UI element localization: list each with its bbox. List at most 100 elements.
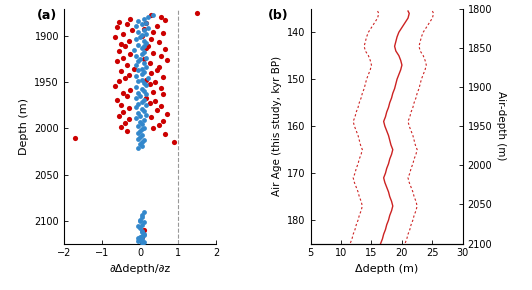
Point	[155, 64, 163, 69]
Point	[134, 79, 143, 84]
Point	[142, 41, 150, 45]
Point	[132, 105, 140, 110]
Point	[138, 99, 146, 104]
Point	[134, 236, 143, 240]
Point	[126, 52, 135, 56]
Point	[138, 240, 146, 245]
Point	[138, 215, 146, 219]
Point	[138, 223, 146, 227]
Point	[138, 213, 146, 218]
Point	[134, 238, 143, 243]
X-axis label: ∂Δdepth/∂z: ∂Δdepth/∂z	[110, 264, 171, 274]
Point	[136, 129, 144, 133]
Point	[145, 100, 154, 105]
Point	[162, 111, 171, 116]
Point	[143, 26, 152, 30]
Point	[124, 73, 133, 77]
Point	[111, 35, 120, 39]
Point	[136, 235, 144, 240]
Point	[111, 84, 120, 88]
Point	[130, 48, 138, 52]
Point	[139, 88, 148, 93]
Point	[151, 99, 160, 103]
Point	[161, 17, 169, 22]
Point	[142, 92, 150, 97]
Point	[122, 22, 131, 27]
Point	[147, 37, 156, 41]
Point	[159, 119, 167, 124]
Point	[124, 117, 133, 122]
Point	[113, 59, 121, 64]
Y-axis label: Depth (m): Depth (m)	[19, 98, 29, 155]
Point	[117, 41, 125, 46]
Point	[153, 24, 161, 28]
Point	[149, 13, 157, 17]
Point	[117, 124, 125, 129]
Point	[134, 42, 143, 47]
Point	[138, 46, 146, 51]
Point	[138, 140, 146, 145]
Point	[136, 135, 144, 139]
Point	[119, 91, 127, 96]
Point	[122, 94, 131, 99]
Point	[193, 11, 201, 16]
Point	[115, 113, 123, 118]
Point	[113, 97, 121, 102]
Point	[145, 82, 154, 86]
Y-axis label: Air-depth (m): Air-depth (m)	[496, 91, 506, 161]
Point	[156, 86, 165, 90]
Point	[134, 59, 143, 64]
Point	[149, 89, 157, 94]
Point	[142, 20, 150, 25]
Point	[132, 85, 140, 89]
Point	[132, 37, 140, 41]
Point	[115, 78, 123, 83]
Point	[156, 53, 165, 58]
Point	[138, 34, 146, 39]
Point	[156, 104, 165, 109]
Point	[143, 75, 152, 80]
Point	[115, 49, 123, 53]
Point	[156, 15, 165, 19]
Point	[134, 110, 143, 115]
Point	[170, 140, 179, 145]
Point	[119, 32, 127, 37]
Point	[138, 52, 146, 56]
Point	[136, 142, 144, 146]
Point	[139, 50, 148, 54]
Point	[126, 17, 135, 21]
Y-axis label: Air Age (this study, kyr BP): Air Age (this study, kyr BP)	[272, 56, 281, 196]
Point	[139, 70, 148, 75]
Point	[134, 224, 143, 229]
Point	[138, 127, 146, 132]
Point	[138, 122, 146, 126]
Point	[138, 22, 146, 27]
Point	[139, 232, 148, 237]
Point	[134, 29, 143, 34]
Point	[142, 31, 150, 36]
Point	[136, 226, 144, 230]
Point	[136, 217, 144, 222]
Point	[138, 229, 146, 233]
Point	[132, 74, 140, 78]
Point	[142, 96, 150, 100]
Point	[121, 121, 129, 125]
Point	[159, 30, 167, 35]
Point	[139, 220, 148, 225]
Point	[119, 55, 127, 60]
Point	[147, 115, 156, 120]
Point	[136, 219, 144, 224]
Point	[143, 43, 152, 48]
Point	[138, 237, 146, 241]
Point	[149, 50, 157, 55]
Point	[138, 72, 146, 77]
Point	[130, 66, 138, 71]
Point	[139, 44, 148, 49]
Point	[134, 146, 143, 150]
Point	[139, 57, 148, 62]
Point	[149, 126, 157, 131]
Point	[132, 116, 140, 121]
Point	[134, 68, 143, 73]
Point	[147, 71, 156, 75]
Point	[136, 35, 144, 39]
